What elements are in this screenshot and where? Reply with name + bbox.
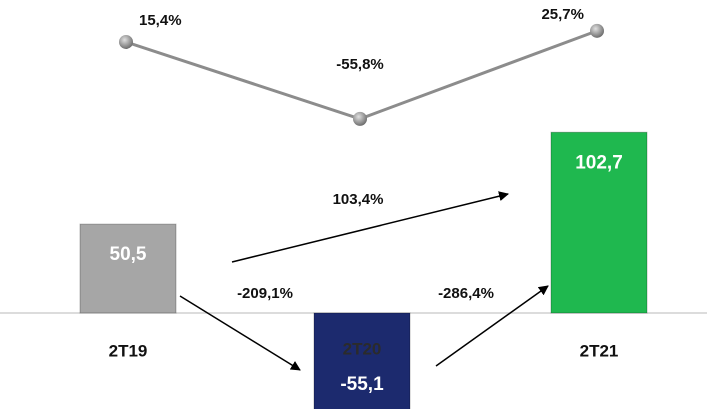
annotation: 103,4% — [333, 191, 384, 208]
line-point — [590, 23, 604, 38]
line-point — [119, 34, 133, 49]
annotation: -286,4% — [438, 285, 494, 302]
bar — [550, 131, 648, 314]
line-label: 15,4% — [139, 12, 182, 29]
line-point — [353, 111, 367, 126]
value-label: -55,1 — [340, 374, 384, 395]
bar — [79, 223, 177, 314]
arrow — [435, 285, 549, 367]
line-label: 25,7% — [541, 6, 584, 23]
value-label: 50,5 — [110, 244, 147, 265]
line-label: -55,8% — [336, 56, 384, 73]
value-label: 102,7 — [575, 152, 623, 173]
category-label: 2T19 — [109, 341, 148, 360]
category-label: 2T21 — [580, 341, 619, 360]
arrow — [179, 295, 301, 371]
line — [125, 29, 598, 121]
annotation: -209,1% — [237, 285, 293, 302]
category-label: 2T20 — [343, 339, 382, 358]
arrow — [231, 191, 509, 263]
